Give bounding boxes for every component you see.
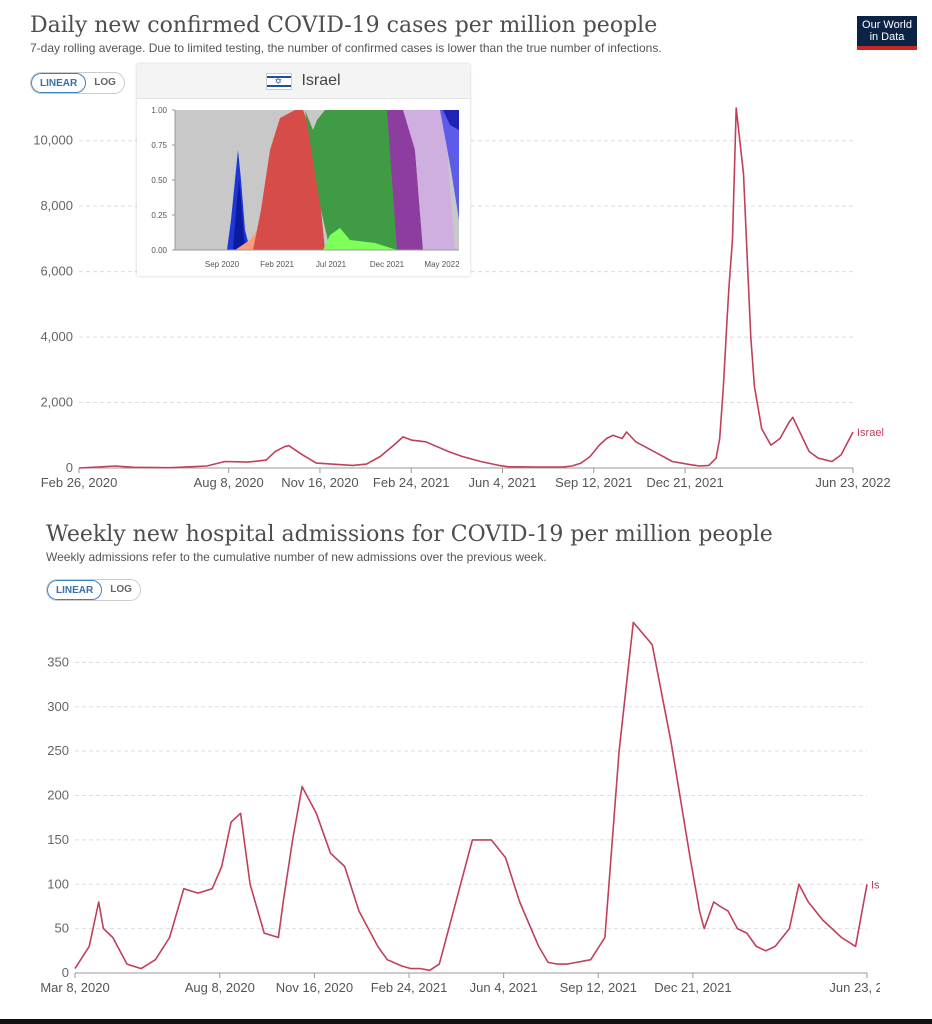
bottom-bar xyxy=(0,1019,932,1024)
scale-toggle[interactable]: LINEAR LOG xyxy=(30,72,125,94)
inset-x-tick: Feb 2021 xyxy=(260,260,294,269)
y-tick-label: 300 xyxy=(47,699,69,714)
chart-title: Weekly new hospital admissions for COVID… xyxy=(46,522,773,547)
x-tick-label: Jun 4, 2021 xyxy=(470,980,538,995)
logo-line1: Our World xyxy=(862,19,912,31)
y-tick-label: 0 xyxy=(62,965,69,980)
y-tick-label: 8,000 xyxy=(40,198,73,213)
inset-y-tick: 1.00 xyxy=(151,106,167,115)
series-line-israel[interactable] xyxy=(74,621,868,972)
x-tick-label: Feb 26, 2020 xyxy=(41,475,118,490)
variant-area-chart: 1.00 0.75 0.50 0.25 0.00 Sep 2020 Feb 20… xyxy=(151,106,460,269)
inset-y-tick: 0.25 xyxy=(151,211,167,220)
cases-chart-panel: Daily new confirmed COVID-19 cases per m… xyxy=(0,0,932,500)
y-tick-label: 200 xyxy=(47,788,69,803)
x-tick-label: Nov 16, 2020 xyxy=(276,980,353,995)
chart-subtitle: 7-day rolling average. Due to limited te… xyxy=(30,41,662,55)
inset-x-tick: Sep 2020 xyxy=(205,260,240,269)
x-tick-label: Dec 21, 2021 xyxy=(654,980,731,995)
x-tick-label: Feb 24, 2021 xyxy=(371,980,448,995)
x-tick-label: Jun 23, 2022 xyxy=(815,475,890,490)
hospital-chart-panel: Weekly new hospital admissions for COVID… xyxy=(0,508,880,1008)
series-label-israel[interactable]: Israel xyxy=(857,427,884,439)
y-tick-label: 100 xyxy=(47,876,69,891)
y-tick-label: 10,000 xyxy=(33,133,73,148)
inset-country: Israel xyxy=(301,72,341,89)
y-tick-label: 4,000 xyxy=(40,329,73,344)
chart-subtitle: Weekly admissions refer to the cumulativ… xyxy=(46,550,547,564)
y-tick-label: 2,000 xyxy=(40,395,73,410)
log-button[interactable]: LOG xyxy=(94,77,116,88)
y-tick-label: 150 xyxy=(47,832,69,847)
hospital-line-chart: 0 50 100 150 200 250 300 350 Mar 8, 2020 Aug 8, 2… xyxy=(40,621,880,995)
x-tick-label: Jun 23, 2022 xyxy=(829,980,880,995)
x-tick-label: Feb 24, 2021 xyxy=(373,475,450,490)
x-tick-label: Nov 16, 2020 xyxy=(281,475,358,490)
x-tick-label: Mar 8, 2020 xyxy=(40,980,109,995)
inset-x-tick: Dec 2021 xyxy=(370,260,405,269)
x-tick-label: Jun 4, 2021 xyxy=(469,475,537,490)
series-line-israel[interactable] xyxy=(78,107,854,469)
logo-line2: in Data xyxy=(869,31,905,43)
inset-y-tick: 0.00 xyxy=(151,246,167,255)
y-tick-label: 0 xyxy=(66,460,73,475)
y-tick-label: 6,000 xyxy=(40,264,73,279)
scale-toggle[interactable]: LINEAR LOG xyxy=(46,579,141,601)
linear-button[interactable]: LINEAR xyxy=(31,73,87,93)
inset-y-tick: 0.75 xyxy=(151,141,167,150)
x-tick-label: Aug 8, 2020 xyxy=(194,475,264,490)
x-tick-label: Aug 8, 2020 xyxy=(185,980,255,995)
inset-header: ✡ Israel xyxy=(137,64,470,99)
y-tick-label: 350 xyxy=(47,654,69,669)
variant-inset: ✡ Israel xyxy=(137,64,470,276)
y-tick-label: 250 xyxy=(47,743,69,758)
x-tick-label: Sep 12, 2021 xyxy=(560,980,637,995)
inset-x-tick: Jul 2021 xyxy=(316,260,347,269)
chart-title: Daily new confirmed COVID-19 cases per m… xyxy=(30,13,658,38)
inset-x-tick: May 2022 xyxy=(424,260,460,269)
x-tick-label: Dec 21, 2021 xyxy=(646,475,723,490)
log-button[interactable]: LOG xyxy=(110,584,132,595)
owid-logo[interactable]: Our World in Data xyxy=(857,16,917,50)
linear-button[interactable]: LINEAR xyxy=(47,580,103,600)
israel-flag-icon: ✡ xyxy=(266,72,293,90)
x-tick-label: Sep 12, 2021 xyxy=(555,475,632,490)
series-label-israel[interactable]: Israel xyxy=(871,879,880,891)
y-tick-label: 50 xyxy=(55,921,69,936)
inset-y-tick: 0.50 xyxy=(151,176,167,185)
